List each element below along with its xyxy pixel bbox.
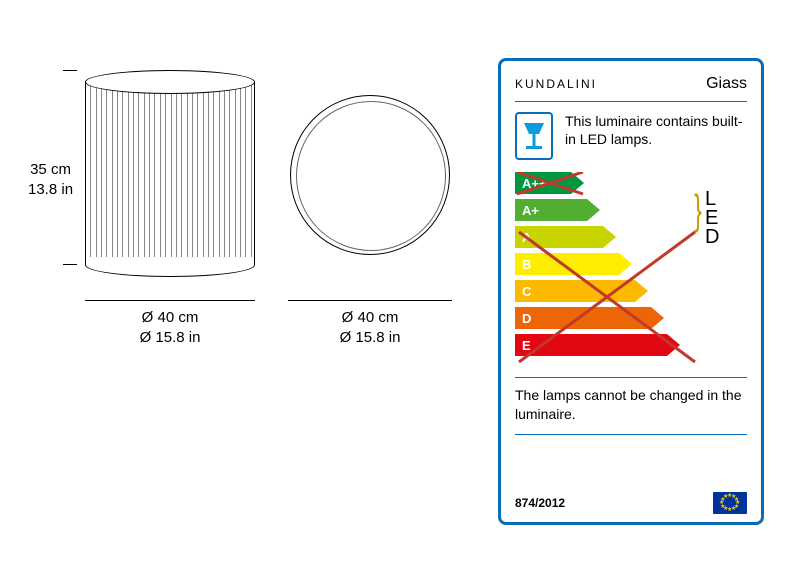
led-brace: }: [694, 186, 702, 234]
dim-line: [288, 300, 452, 301]
product-name: Giass: [706, 75, 747, 93]
diameter-left: Ø 40 cm Ø 15.8 in: [85, 308, 255, 349]
diameter-in: Ø 15.8 in: [285, 328, 455, 348]
energy-arrow-A: A: [515, 226, 616, 248]
circle-outer: [290, 95, 450, 255]
lamp-icon-box: [515, 112, 553, 160]
divider: [515, 434, 747, 435]
energy-arrows: } LED A++ A+ ABCDE: [515, 172, 747, 367]
dim-tick: [63, 264, 77, 265]
circle-top-view: [290, 95, 450, 255]
lamp-description: This luminaire contains built-in LED lam…: [565, 112, 747, 148]
energy-label: KUNDALINI Giass This luminaire contains …: [498, 58, 764, 525]
lamp-info-row: This luminaire contains built-in LED lam…: [515, 112, 747, 170]
diameter-cm: Ø 40 cm: [85, 308, 255, 328]
energy-arrow-C: C: [515, 280, 648, 302]
cylinder-bottom-arc: [85, 253, 255, 277]
dim-line: [85, 300, 255, 301]
cylinder-top-ellipse: [85, 70, 255, 94]
energy-arrow-D: D: [515, 307, 664, 329]
lamp-icon: [517, 119, 551, 153]
height-in: 13.8 in: [28, 180, 73, 200]
cylinder-side-view: [85, 70, 255, 265]
energy-label-header: KUNDALINI Giass: [515, 71, 747, 101]
energy-arrow-E: E: [515, 334, 680, 356]
led-label: LED: [705, 190, 720, 247]
eu-flag-icon: ★★★★★★★★★★★★: [713, 492, 747, 514]
regulation-number: 874/2012: [515, 496, 565, 510]
divider: [515, 101, 747, 102]
cylinder-flutes: [86, 82, 255, 257]
diameter-right: Ø 40 cm Ø 15.8 in: [285, 308, 455, 349]
energy-arrow-Aplus: A+: [515, 199, 600, 221]
dim-tick: [63, 70, 77, 71]
technical-drawing: 35 cm 13.8 in Ø 40 cm Ø 15.8 in Ø 40 cm …: [10, 40, 470, 380]
height-cm: 35 cm: [28, 160, 73, 180]
cylinder-body: [85, 82, 255, 257]
divider: [515, 377, 747, 378]
energy-arrow-B: B: [515, 253, 632, 275]
energy-arrow-Aplusplus: A++: [515, 172, 584, 194]
note-text: The lamps cannot be changed in the lumin…: [515, 384, 747, 424]
diameter-cm: Ø 40 cm: [285, 308, 455, 328]
diameter-in: Ø 15.8 in: [85, 328, 255, 348]
circle-inner: [296, 101, 446, 251]
energy-label-footer: 874/2012 ★★★★★★★★★★★★: [515, 486, 747, 514]
brand-name: KUNDALINI: [515, 77, 597, 91]
height-dimension: 35 cm 13.8 in: [28, 160, 73, 201]
